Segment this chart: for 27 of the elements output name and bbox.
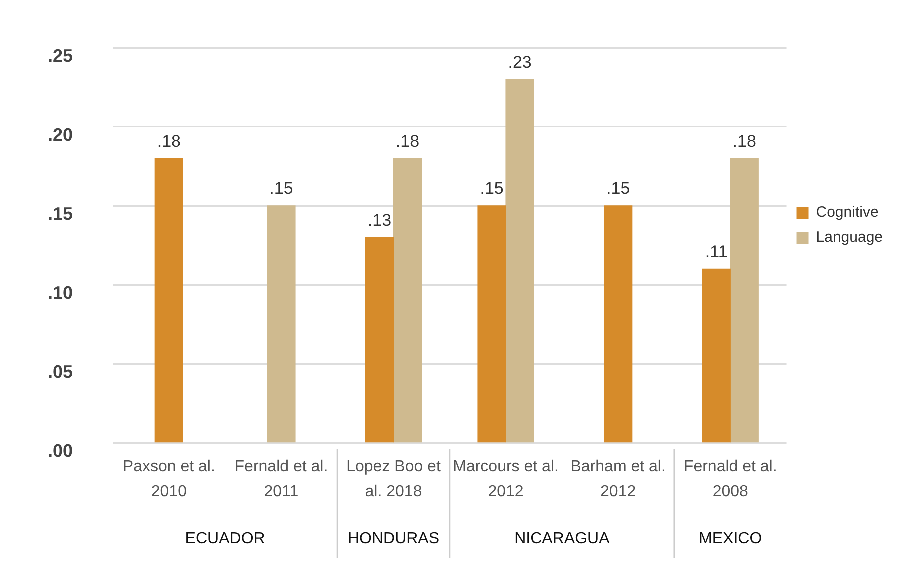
x-tick-label: Fernald et al. 2011 bbox=[234, 458, 328, 500]
data-label: .11 bbox=[705, 242, 728, 262]
text: HONDURAS bbox=[348, 530, 440, 548]
text: NICARAGUA bbox=[514, 530, 610, 548]
x-tick-label: Paxson et al. 2010 bbox=[122, 458, 216, 500]
y-tick-label: .10 bbox=[48, 282, 74, 303]
text: MEXICO bbox=[699, 530, 762, 548]
data-label: .18 bbox=[396, 132, 420, 151]
y-tick-label: .20 bbox=[48, 124, 74, 145]
y-tick-label: .05 bbox=[48, 362, 74, 382]
legend-label: Cognitive bbox=[816, 204, 879, 222]
data-label: .15 bbox=[606, 179, 630, 198]
x-tick-label: Marcours et al. 2012 bbox=[453, 458, 559, 500]
data-label: .15 bbox=[270, 179, 294, 198]
x-tick-label: Fernald et al. 2008 bbox=[684, 458, 778, 500]
data-label: .23 bbox=[508, 52, 532, 72]
legend-label: Language bbox=[816, 229, 884, 246]
data-label: .13 bbox=[368, 210, 392, 230]
data-label: .18 bbox=[732, 132, 756, 151]
x-tick-label: Lopez Boo et al. 2018 bbox=[346, 458, 442, 500]
y-tick-label: .00 bbox=[48, 440, 74, 461]
data-label: .18 bbox=[157, 132, 181, 151]
data-label: .15 bbox=[480, 179, 504, 198]
x-tick-label: Barham et al. 2012 bbox=[570, 458, 666, 500]
y-tick-label: .25 bbox=[48, 46, 74, 66]
text: ECUADOR bbox=[185, 530, 266, 548]
y-tick-label: .15 bbox=[48, 204, 74, 224]
